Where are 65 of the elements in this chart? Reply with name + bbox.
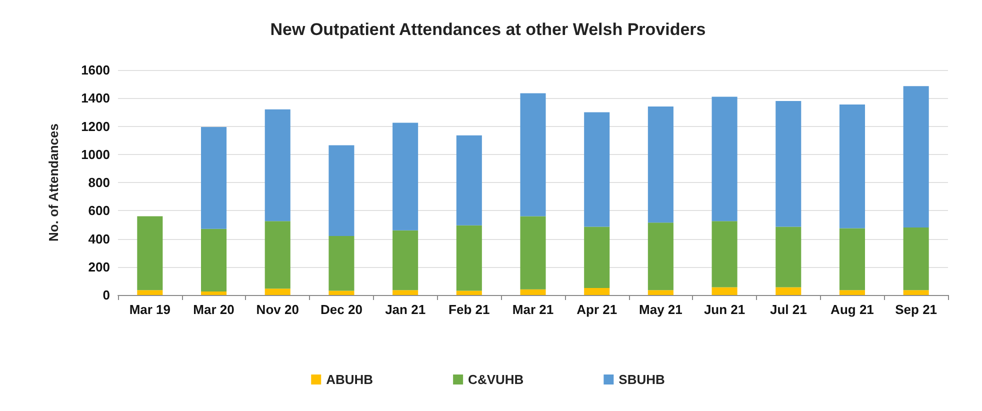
- bar: [776, 287, 802, 295]
- x-tick-label: Apr 21: [576, 302, 618, 317]
- bar: [456, 225, 482, 291]
- y-tick-label: 1600: [81, 62, 110, 78]
- y-tick-label: 200: [88, 259, 110, 274]
- bar: [392, 290, 418, 295]
- x-tick-label: Mar 20: [193, 302, 234, 317]
- bar: [520, 93, 546, 216]
- x-tick-label: Feb 21: [448, 302, 490, 317]
- x-tick-label: May 21: [639, 302, 682, 317]
- bar: [584, 226, 610, 288]
- y-tick-label: 0: [102, 288, 110, 302]
- bar: [137, 290, 163, 295]
- bar: [456, 290, 482, 295]
- bar: [776, 226, 802, 288]
- bar: [584, 288, 610, 295]
- bar: [712, 287, 738, 295]
- y-tick-label: 600: [88, 203, 110, 218]
- bar: [328, 145, 354, 236]
- y-tick-label: 1000: [81, 146, 110, 162]
- bar: [201, 126, 227, 229]
- legend-label: SBUHB: [618, 372, 665, 387]
- bar: [456, 135, 482, 226]
- legend-label: C&VUHB: [468, 372, 524, 387]
- x-tick-label: Mar 19: [129, 302, 171, 317]
- bar: [648, 106, 674, 223]
- bar: [264, 288, 290, 295]
- bar: [839, 104, 865, 228]
- bar: [712, 221, 738, 288]
- bar: [328, 290, 354, 295]
- y-axis-title: No. of Attendances: [46, 124, 61, 242]
- bar: [712, 96, 738, 222]
- legend-label: ABUHB: [326, 372, 374, 387]
- bar: [584, 112, 610, 227]
- x-tick-label: Dec 20: [320, 302, 362, 317]
- bar: [648, 290, 674, 295]
- x-tick-label: Aug 21: [830, 302, 874, 317]
- x-tick-label: Mar 21: [512, 302, 554, 317]
- bar: [776, 100, 802, 227]
- x-tick-label: Jan 21: [385, 302, 426, 317]
- y-tick-label: 400: [88, 231, 110, 246]
- bar: [328, 236, 354, 291]
- bar: [903, 290, 929, 295]
- y-tick-label: 1400: [81, 90, 110, 106]
- bar: [392, 230, 418, 290]
- y-tick-label: 800: [88, 175, 110, 190]
- bar: [392, 122, 418, 230]
- bar: [264, 109, 290, 222]
- bar: [839, 290, 865, 295]
- x-tick-label: Jul 21: [770, 302, 807, 317]
- bar: [839, 228, 865, 290]
- bar: [520, 216, 546, 290]
- bar: [648, 222, 674, 290]
- bar: [903, 86, 929, 228]
- bar: [520, 289, 546, 295]
- y-tick-label: 1200: [81, 118, 110, 134]
- bar: [201, 228, 227, 292]
- x-tick-label: Sep 21: [895, 302, 938, 317]
- bar: [264, 221, 290, 289]
- bar: [201, 291, 227, 295]
- bar: [137, 216, 163, 290]
- bar: [903, 228, 929, 290]
- x-tick-label: Jun 21: [704, 302, 746, 317]
- chart-title: New Outpatient Attendances at other Welsh Providers: [270, 20, 706, 39]
- x-tick-label: Nov 20: [256, 302, 299, 317]
